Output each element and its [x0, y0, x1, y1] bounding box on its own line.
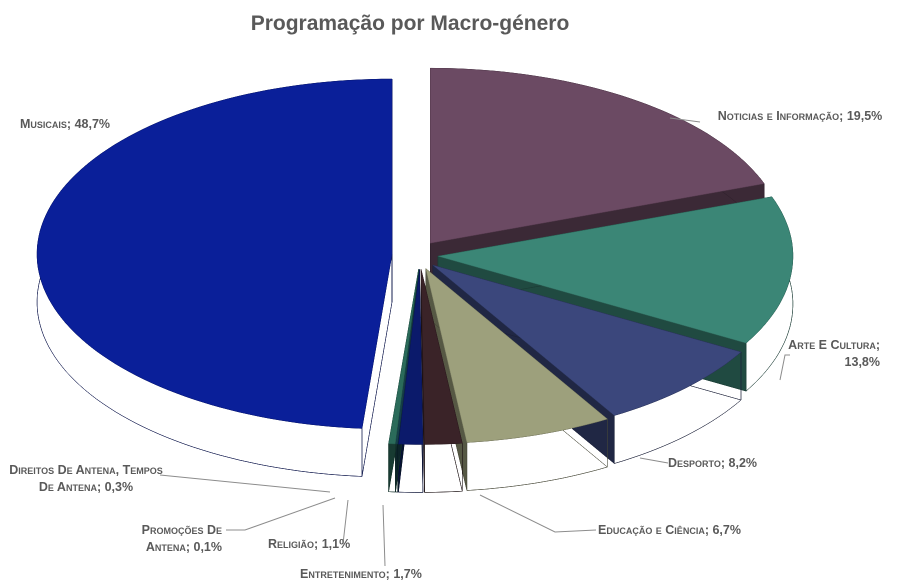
category-label: Musicais;: [20, 117, 72, 131]
leader-line: [639, 457, 669, 464]
category-label: Direitos De Antena, Tempos De Antena;: [9, 463, 163, 494]
leader-line: [479, 494, 597, 533]
leader-line: [226, 497, 336, 531]
data-label: Desporto; 8,2%: [668, 455, 757, 472]
value-label: 6,7%: [712, 523, 741, 537]
data-label: Noticias e Informação; 19,5%: [690, 108, 910, 125]
data-label: Entretenimento; 1,7%: [300, 566, 422, 583]
category-label: Desporto;: [668, 456, 726, 470]
data-label: Promoções De Antena; 0,1%: [104, 522, 222, 556]
data-label: Direitos De Antena, Tempos De Antena; 0,…: [6, 462, 166, 496]
value-label: 1,1%: [321, 537, 351, 551]
category-label: Educação e Ciência;: [598, 523, 709, 537]
category-label: Arte E Cultura;: [788, 338, 880, 352]
leader-line: [382, 504, 386, 567]
value-label: 19,5%: [846, 109, 883, 123]
chart-title: Programação por Macro-género: [250, 12, 570, 35]
value-label: 0,3%: [104, 480, 134, 494]
data-label: Religião; 1,1%: [268, 536, 350, 553]
slice: [420, 269, 463, 445]
leader-line: [159, 474, 331, 493]
slice: [425, 267, 608, 443]
category-label: Entretenimento;: [300, 567, 390, 581]
leader-line: [669, 117, 701, 123]
slice: [432, 264, 742, 416]
value-label: 13,8%: [844, 355, 880, 369]
category-label: Noticias e Informação;: [717, 109, 844, 123]
value-label: 48,7%: [74, 117, 111, 131]
value-label: 0,1%: [193, 540, 223, 554]
slice: [36, 78, 393, 429]
data-label: Arte E Cultura; 13,8%: [770, 337, 880, 371]
slice: [398, 269, 424, 445]
data-label: Educação e Ciência; 6,7%: [598, 522, 741, 539]
category-label: Religião;: [268, 537, 319, 551]
value-label: 1,7%: [393, 567, 422, 581]
data-label: Musicais; 48,7%: [20, 116, 110, 133]
category-label: Promoções De Antena;: [141, 523, 222, 554]
leader-line: [779, 354, 790, 381]
leader-line: [342, 499, 349, 545]
value-label: 8,2%: [728, 456, 758, 470]
slice: [388, 269, 419, 445]
slice: [437, 196, 794, 344]
slice: [430, 67, 765, 244]
